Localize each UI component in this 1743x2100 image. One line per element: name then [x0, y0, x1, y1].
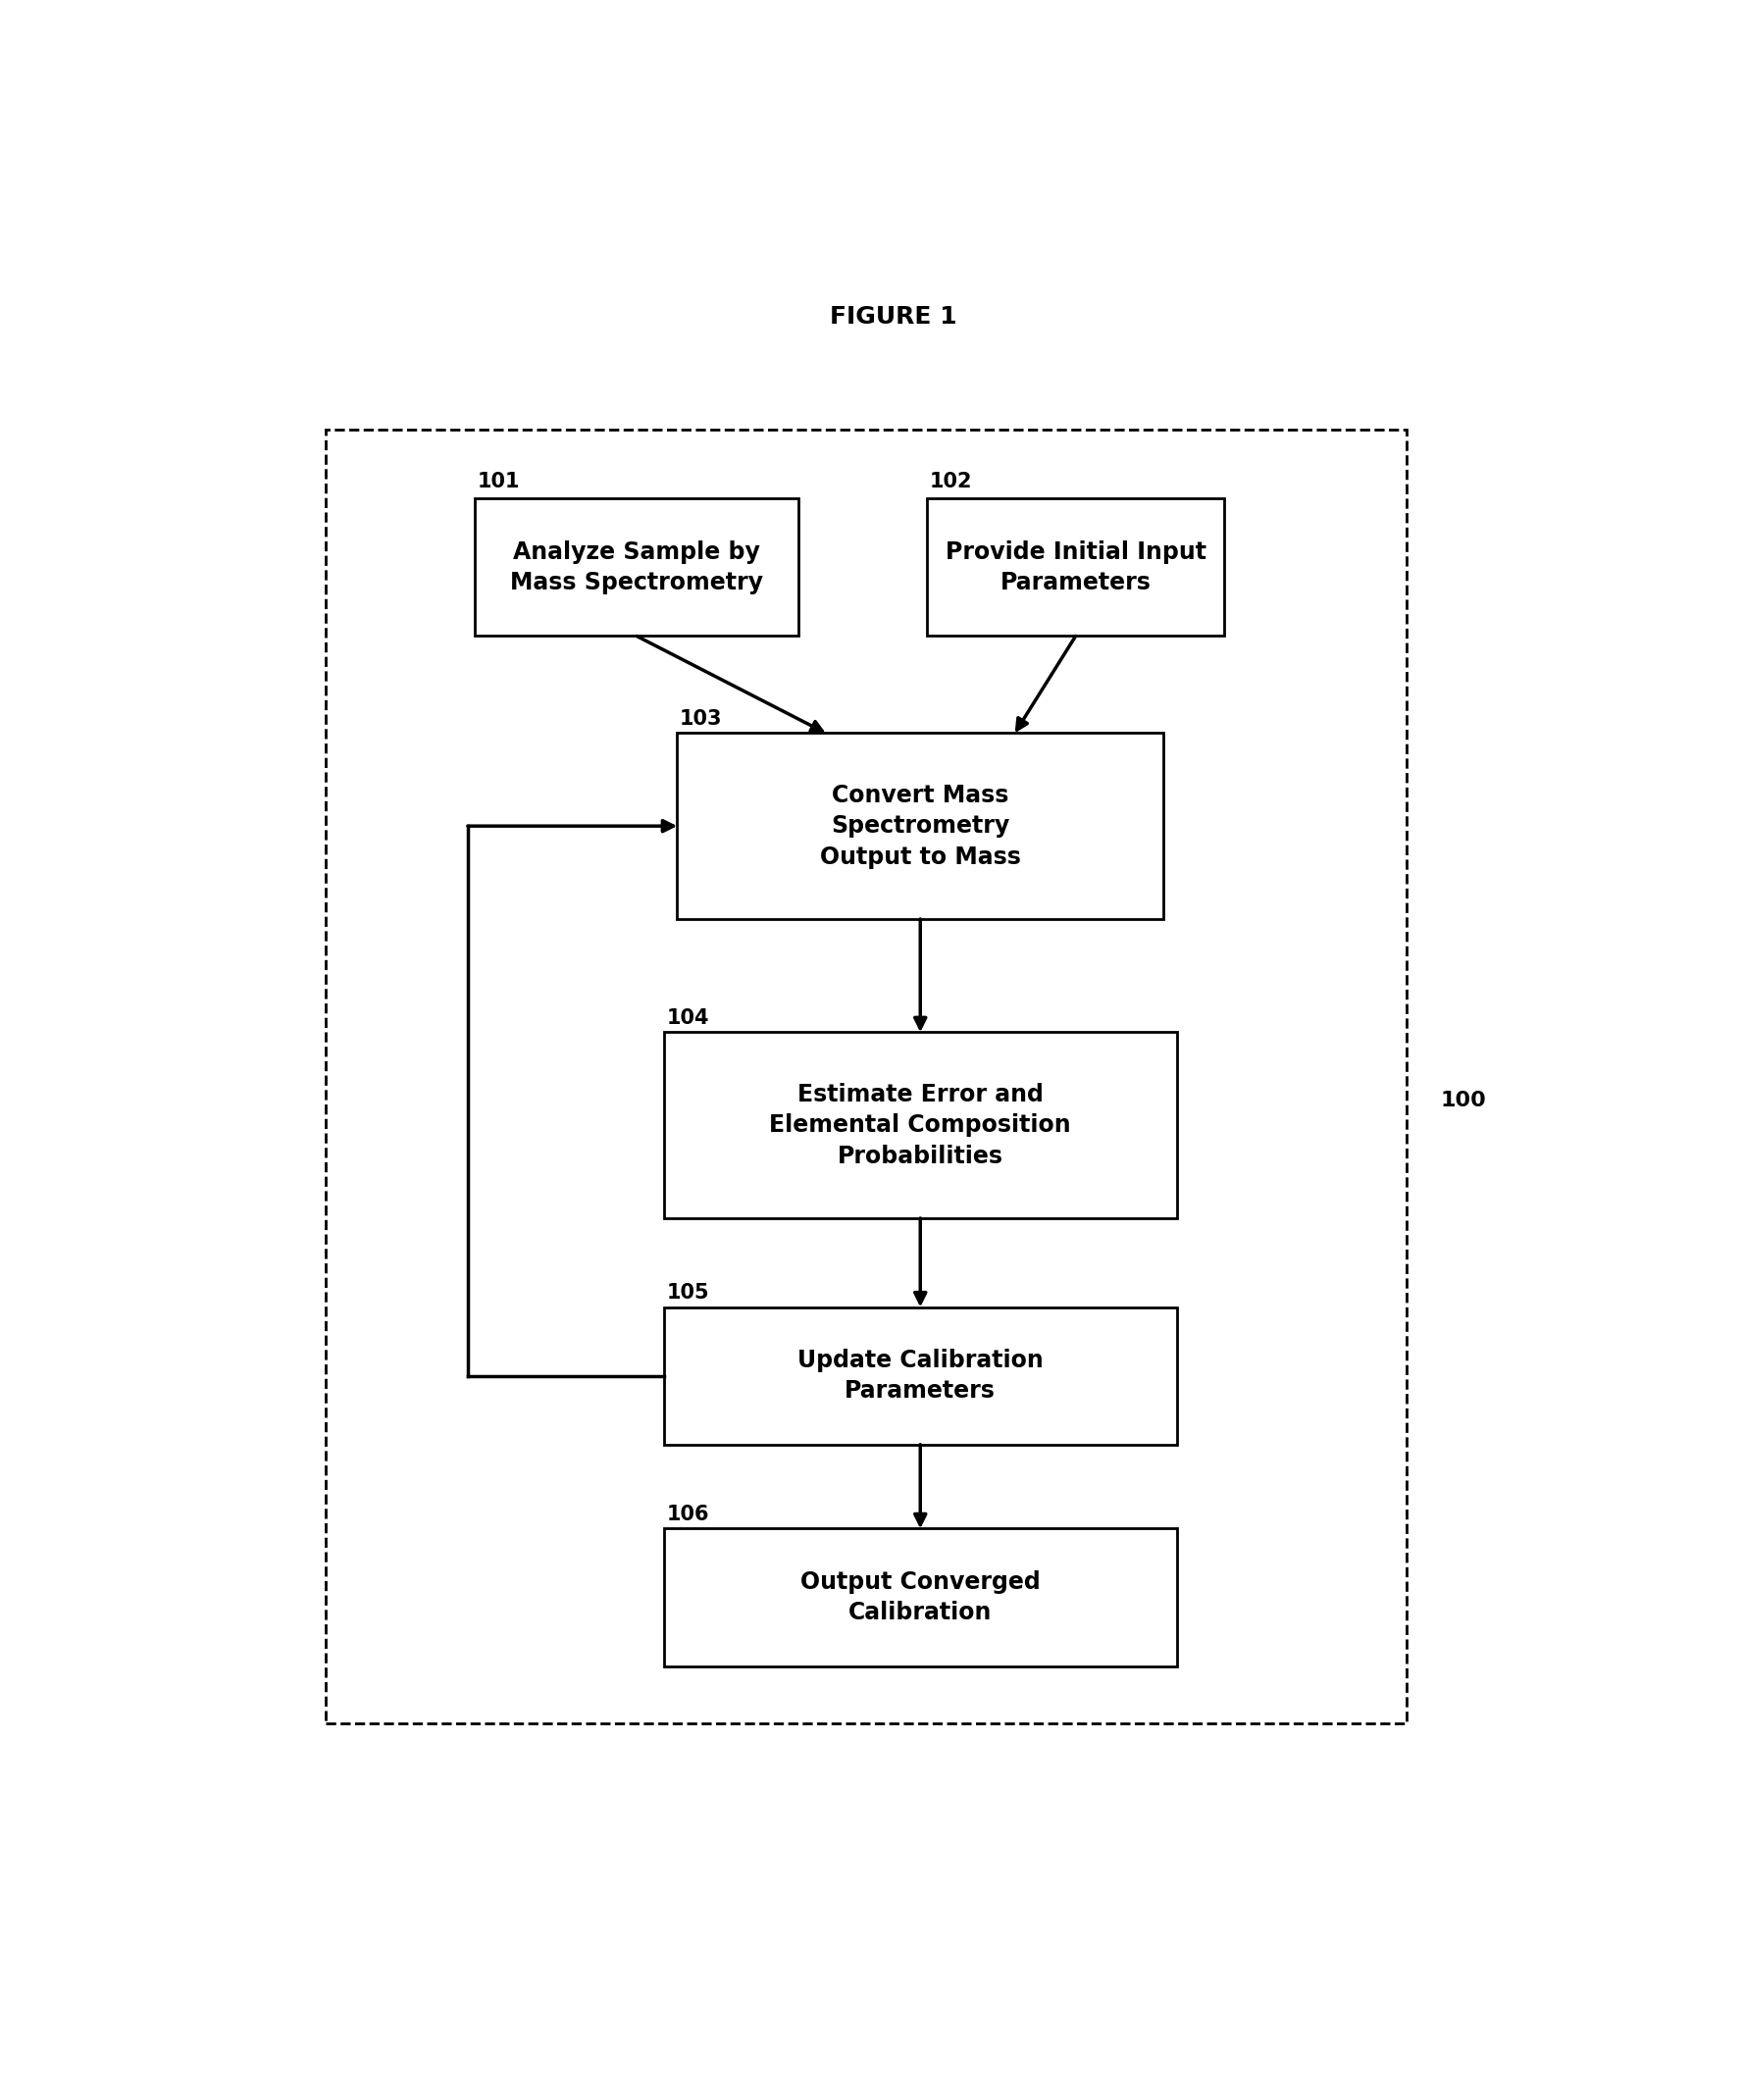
Bar [664, 1529, 1177, 1665]
Bar [664, 1033, 1177, 1218]
Text: 102: 102 [929, 473, 973, 491]
Text: Estimate Error and
Elemental Composition
Probabilities: Estimate Error and Elemental Composition… [769, 1082, 1072, 1168]
Text: 104: 104 [666, 1008, 709, 1029]
Text: Analyze Sample by
Mass Spectrometry: Analyze Sample by Mass Spectrometry [511, 540, 763, 594]
Bar [927, 498, 1224, 636]
Text: 100: 100 [1440, 1092, 1487, 1111]
Text: 101: 101 [478, 473, 519, 491]
Text: 105: 105 [666, 1283, 709, 1302]
Text: Convert Mass
Spectrometry
Output to Mass: Convert Mass Spectrometry Output to Mass [819, 783, 1021, 869]
Bar [326, 430, 1407, 1724]
Text: 106: 106 [666, 1506, 709, 1525]
Bar [664, 1306, 1177, 1445]
Bar [676, 733, 1164, 920]
Text: Update Calibration
Parameters: Update Calibration Parameters [797, 1348, 1044, 1403]
Text: FIGURE 1: FIGURE 1 [830, 304, 957, 328]
Bar [474, 498, 798, 636]
Text: Output Converged
Calibration: Output Converged Calibration [800, 1571, 1041, 1625]
Text: 103: 103 [680, 710, 723, 729]
Text: Provide Initial Input
Parameters: Provide Initial Input Parameters [945, 540, 1206, 594]
